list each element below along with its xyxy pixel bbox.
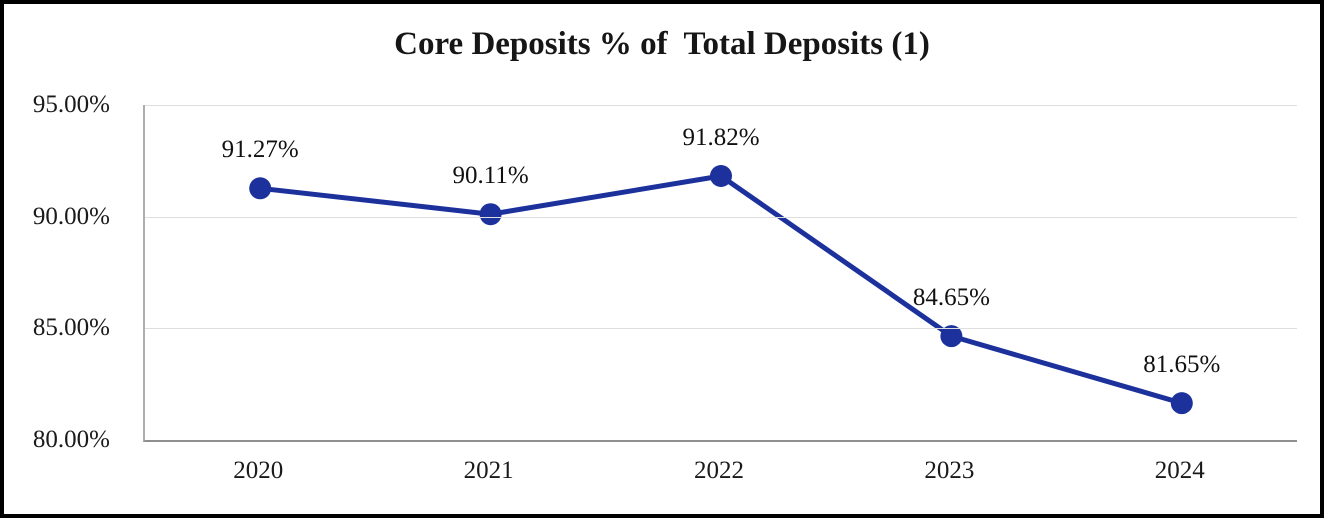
x-axis-tick-label: 2024 [1154,457,1205,484]
data-point-marker [1170,392,1193,415]
data-point-label: 91.27% [221,136,299,164]
x-axis-tick-label: 2022 [694,457,744,484]
data-point-marker [710,165,732,188]
y-axis-tick-label: 90.00% [32,202,110,230]
gridline [145,328,1297,330]
chart-title: Core Deposits % of Total Deposits (1) [394,26,930,62]
x-axis-tick-label: 2020 [233,457,284,484]
y-axis-tick-label: 80.00% [32,426,110,453]
series-line [257,173,1185,406]
data-point-marker [940,325,963,348]
data-point-label: 90.11% [452,162,529,190]
x-axis-tick-label: 2023 [924,457,975,484]
data-point-label: 81.65% [1143,351,1221,379]
data-point-label: 84.65% [912,284,990,312]
data-point-marker [479,203,502,226]
x-axis-tick-label: 2021 [463,457,514,484]
gridline [145,105,1297,106]
y-axis-tick-label: 95.00% [32,91,110,118]
y-axis-tick-label: 85.00% [32,314,110,342]
line-series-svg [249,165,1193,415]
data-point-marker [249,177,272,200]
gridline [145,216,1297,218]
plot-area: 91.27% 90.11% 91.82% 84.65% 81.65% [143,105,1297,442]
data-point-label: 91.82% [682,124,760,152]
